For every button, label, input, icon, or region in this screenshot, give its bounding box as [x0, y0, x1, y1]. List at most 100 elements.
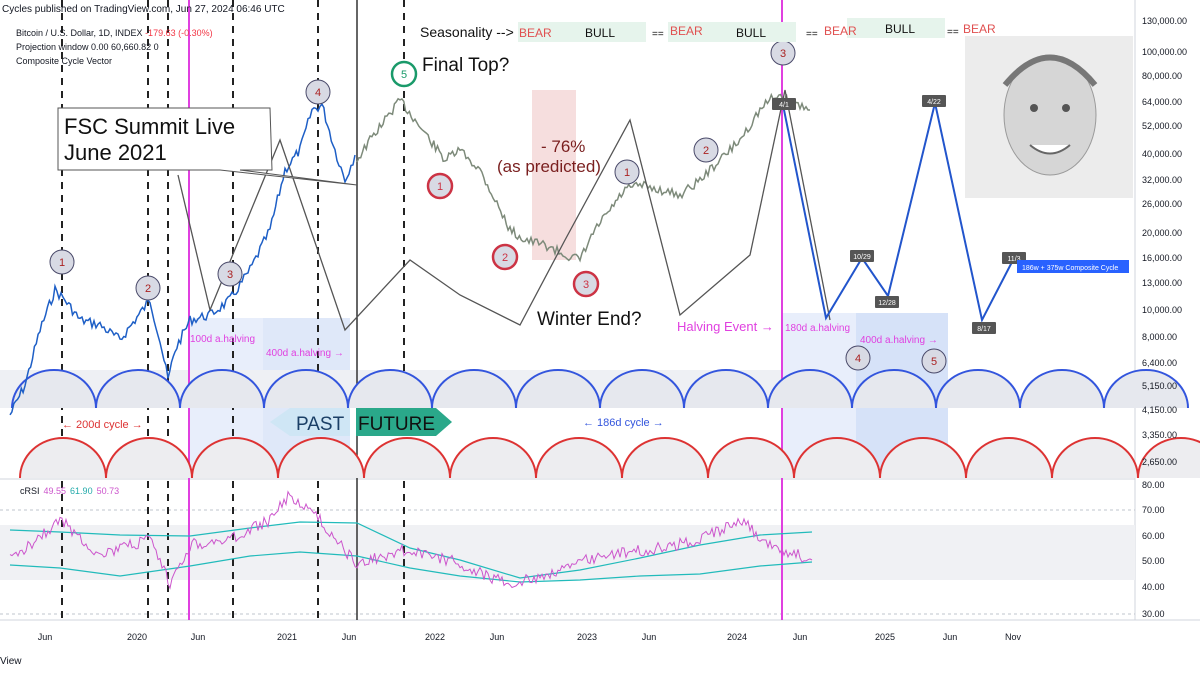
price-tick-label: 2,650.00 — [1142, 457, 1177, 467]
cycle-model-line — [177, 89, 831, 332]
red-cycle-arc — [105, 437, 193, 479]
cycle-marker-label: 1 — [624, 167, 630, 179]
final-top-label: Final Top? — [422, 55, 509, 76]
red-cycle-arc — [793, 437, 881, 479]
rsi-tick-label: 70.00 — [1142, 505, 1165, 515]
projection-date-box — [922, 95, 946, 107]
price-tick-label: 4,150.00 — [1142, 405, 1177, 415]
cycle-186d-label: ← 186d cycle → — [583, 417, 664, 429]
rsi-line — [9, 490, 813, 590]
rsi-legend: cRSI 49.55 61.90 50.73 — [20, 486, 120, 496]
portrait-image — [965, 36, 1133, 198]
seasonality-strip: Seasonality --> BEAR BULL == BEAR BULL =… — [420, 18, 996, 42]
price-tick-label: 5,150.00 — [1142, 381, 1177, 391]
blue-cycle-arc — [263, 369, 349, 409]
cycle-marker-circle — [921, 348, 947, 374]
cycle-marker-label: 2 — [703, 145, 709, 157]
season-bear-4: BEAR — [963, 22, 996, 36]
red-cycle-arc — [535, 437, 623, 479]
halving-400d-label: 400d a.halving → — [266, 348, 344, 359]
cycle-marker-circle — [491, 243, 519, 271]
rsi-tick-label: 50.00 — [1142, 556, 1165, 566]
price-tick-label: 10,000.00 — [1142, 305, 1182, 315]
blue-cycle-arc — [1103, 369, 1189, 409]
blue-cycle-arc — [11, 369, 97, 409]
rsi-tick-label: 40.00 — [1142, 582, 1165, 592]
drawdown-label: - 76% — [541, 137, 585, 156]
halving-400d-b-label: 400d a.halving → — [860, 335, 938, 346]
past-future-arrows: PAST FUTURE — [270, 408, 452, 436]
publish-header: Cycles published on TradingView.com, Jun… — [2, 4, 285, 15]
cycle-marker-circle — [845, 345, 871, 371]
blue-cycle-arc — [683, 369, 769, 409]
red-cycle-arc — [965, 437, 1053, 479]
red-cycle-arc — [19, 437, 107, 479]
blue-cycle-arc — [431, 369, 517, 409]
composite-legend: Composite Cycle Vector — [16, 56, 113, 66]
blue-cycle-arc — [599, 369, 685, 409]
price-tick-label: 6,400.00 — [1142, 358, 1177, 368]
cycle-200d-label: ← 200d cycle → — [62, 419, 143, 431]
season-sep-1: == — [652, 29, 664, 40]
rsi-tick-label: 60.00 — [1142, 531, 1165, 541]
projection-date-label: 12/28 — [878, 300, 896, 307]
projection-date-box — [875, 296, 899, 308]
symbol-legend: Bitcoin / U.S. Dollar, 1D, INDEX -179.63… — [16, 28, 213, 38]
past-label: PAST — [296, 414, 345, 435]
red-cycle-arc — [363, 437, 451, 479]
price-lines: 4/1 10/29 12/28 4/22 8/17 11/3 — [9, 89, 1026, 416]
price-line-past — [9, 102, 356, 416]
price-line-future — [356, 92, 810, 263]
price-tick-label: 130,000.00 — [1142, 16, 1187, 26]
blue-cycle-arc — [935, 369, 1021, 409]
time-tick-label: 2021 — [277, 632, 297, 642]
projection-legend: Projection window 0.00 60,660.82 0 — [16, 42, 159, 52]
cycle-marker-circle — [390, 60, 418, 88]
red-cycle-arc — [277, 437, 365, 479]
time-tick-label: Jun — [191, 632, 206, 642]
blue-cycle-arc — [347, 369, 433, 409]
halving-100d-label: 100d a.halving — [190, 334, 255, 345]
time-tick-label: 2025 — [875, 632, 895, 642]
season-bear-3: BEAR — [824, 24, 857, 38]
composite-badge: 186w + 375w Composite Cycle — [1017, 260, 1129, 273]
price-tick-label: 32,000.00 — [1142, 175, 1182, 185]
time-tick-label: 2024 — [727, 632, 747, 642]
seasonality-label: Seasonality --> — [420, 24, 514, 40]
composite-badge-text: 186w + 375w Composite Cycle — [1022, 265, 1118, 272]
cycle-markers: 1 2 3 4 5 1 2 3 1 2 3 4 5 — [49, 40, 947, 374]
projection-date-label: 4/1 — [779, 102, 789, 109]
season-bull-2: BULL — [736, 26, 766, 40]
price-tick-label: 100,000.00 — [1142, 47, 1187, 57]
cycle-marker-label: 5 — [931, 356, 937, 368]
fsc-line-1: FSC Summit Live — [64, 114, 235, 139]
cycle-marker-label: 1 — [59, 257, 65, 269]
cycle-marker-label: 3 — [227, 269, 233, 281]
time-tick-label: Jun — [943, 632, 958, 642]
drawdown-box — [532, 90, 576, 260]
time-tick-label: 2020 — [127, 632, 147, 642]
blue-cycle-arc — [851, 369, 937, 409]
red-cycle-arc — [1137, 437, 1200, 479]
cycle-arcs — [11, 369, 1200, 479]
price-tick-label: 13,000.00 — [1142, 278, 1182, 288]
rsi-band-upper — [9, 521, 813, 579]
cycle-marker-circle — [572, 270, 600, 298]
cycle-marker-circle — [614, 159, 640, 185]
cycle-marker-circle — [693, 137, 719, 163]
cycle-marker-label: 5 — [401, 69, 407, 81]
red-cycle-arc — [449, 437, 537, 479]
rsi-tick-label: 80.00 — [1142, 480, 1165, 490]
time-tick-label: Jun — [490, 632, 505, 642]
season-bear-2: BEAR — [670, 24, 703, 38]
winter-end-label: Winter End? — [537, 309, 642, 330]
cycle-marker-circle — [426, 172, 454, 200]
blue-cycle-arc — [767, 369, 853, 409]
red-cycle-arc — [879, 437, 967, 479]
red-cycle-arc — [1051, 437, 1139, 479]
time-tick-label: 2023 — [577, 632, 597, 642]
projection-date-box — [850, 250, 874, 262]
blue-cycle-arc — [179, 369, 265, 409]
halving-180d-label: 180d a.halving — [785, 323, 850, 334]
